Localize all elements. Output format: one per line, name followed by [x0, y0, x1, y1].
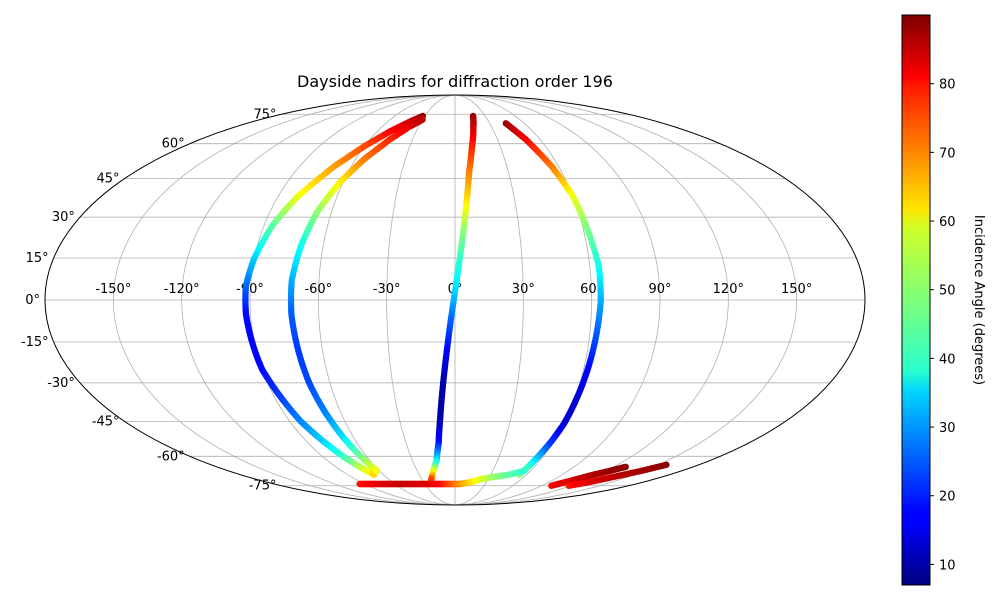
colorbar	[901, 14, 931, 586]
colorbar-tick-label: 20	[939, 490, 956, 505]
latitude-tick-label: 60°	[162, 137, 185, 152]
longitude-tick-label: -120°	[164, 282, 200, 297]
longitude-tick-label: 150°	[781, 282, 812, 297]
longitude-gridline	[454, 95, 798, 505]
latitude-tick-label: -45°	[92, 414, 120, 429]
longitude-gridline	[454, 95, 524, 505]
colorbar-tick-label: 10	[939, 558, 956, 573]
longitude-tick-label: -150°	[95, 282, 131, 297]
colorbar-tick-label: 70	[939, 146, 956, 161]
longitude-tick-labels: -150°-120°-90°-60°-30°0°30°60°90°120°150…	[95, 282, 812, 297]
latitude-tick-label: -30°	[47, 376, 75, 391]
longitude-gridline	[454, 95, 661, 505]
data-point	[622, 463, 629, 471]
latitude-tick-label: -75°	[249, 479, 277, 494]
longitude-tick-label: -90°	[236, 282, 264, 297]
data-point	[663, 461, 670, 468]
chart-title: Dayside nadirs for diffraction order 196	[297, 72, 613, 91]
longitude-tick-label: 30°	[512, 282, 535, 297]
latitude-tick-label: -60°	[157, 449, 185, 464]
colorbar-ticks: 10 20 30 40 50 60 70 80	[930, 78, 956, 573]
colorbar-tick-label: 30	[939, 421, 956, 436]
longitude-gridline	[386, 95, 456, 505]
longitude-gridline	[181, 95, 456, 505]
colorbar-tick-label: 80	[939, 78, 956, 93]
latitude-tick-label: 15°	[26, 251, 49, 266]
longitude-gridline	[454, 95, 593, 505]
data-points	[242, 112, 670, 489]
latitude-tick-label: 45°	[97, 172, 120, 187]
data-point	[373, 467, 381, 475]
latitude-tick-label: 75°	[253, 107, 276, 122]
longitude-tick-label: -60°	[304, 282, 332, 297]
colorbar-tick-label: 40	[939, 352, 956, 367]
longitude-gridline	[249, 95, 456, 505]
colorbar-tick-label: 60	[939, 215, 956, 230]
colorbar-label: Incidence Angle (degrees)	[971, 215, 986, 385]
map-grid	[45, 95, 865, 505]
data-point	[521, 467, 528, 475]
map-boundary	[44, 94, 866, 506]
colorbar-tick-label: 50	[939, 284, 956, 299]
longitude-gridline	[112, 95, 456, 505]
longitude-tick-label: 90°	[648, 282, 671, 297]
latitude-tick-label: -15°	[21, 335, 49, 350]
longitude-gridline	[454, 95, 729, 505]
latitude-tick-label: 0°	[25, 293, 40, 308]
latitude-tick-label: 30°	[52, 210, 75, 225]
longitude-tick-label: 120°	[713, 282, 744, 297]
longitude-tick-label: -30°	[373, 282, 401, 297]
latitude-tick-labels: -75° -60° -45° -30° -15° 0° 15° 30° 45° 60° 75°	[21, 107, 277, 493]
